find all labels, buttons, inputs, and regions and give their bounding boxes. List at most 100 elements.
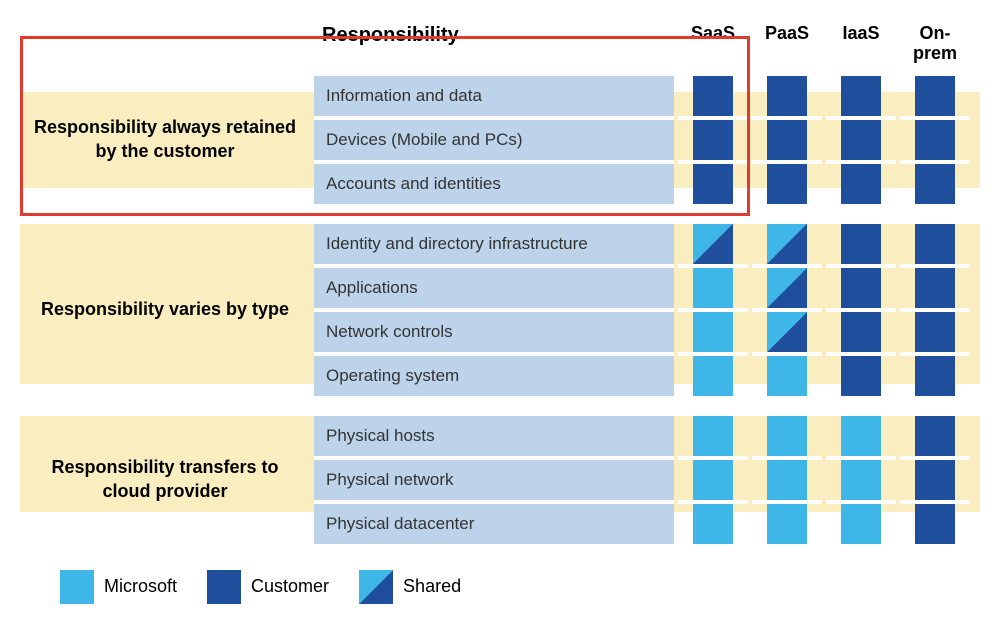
header-spacer xyxy=(20,20,310,74)
group-spacer xyxy=(20,398,310,414)
square-shared xyxy=(767,312,807,352)
responsibility-row: Applications xyxy=(314,266,674,310)
matrix-cell xyxy=(752,118,822,162)
matrix-cell xyxy=(678,118,748,162)
square-customer xyxy=(841,312,881,352)
group-spacer xyxy=(900,206,970,222)
matrix-cell xyxy=(678,414,748,458)
responsibility-row: Accounts and identities xyxy=(314,162,674,206)
square-microsoft xyxy=(767,504,807,544)
group-label-0: Responsibility always retained by the cu… xyxy=(20,74,310,206)
matrix-cell xyxy=(752,266,822,310)
matrix-cell xyxy=(678,162,748,206)
matrix-cell xyxy=(752,354,822,398)
square-customer xyxy=(915,504,955,544)
responsibility-row: Physical network xyxy=(314,458,674,502)
legend-label-microsoft: Microsoft xyxy=(104,576,177,597)
legend-label-shared: Shared xyxy=(403,576,461,597)
matrix-cell xyxy=(900,458,970,502)
square-customer xyxy=(915,460,955,500)
legend: Microsoft Customer Shared xyxy=(20,570,980,604)
header-col-saas: SaaS xyxy=(678,20,748,74)
header-col-paas: PaaS xyxy=(752,20,822,74)
header-responsibility: Responsibility xyxy=(314,20,674,74)
matrix-cell xyxy=(900,162,970,206)
matrix-cell xyxy=(678,266,748,310)
square-customer xyxy=(915,164,955,204)
responsibility-matrix: Responsibility SaaS PaaS IaaS On-prem Re… xyxy=(20,20,980,604)
responsibility-row: Operating system xyxy=(314,354,674,398)
group-label-2: Responsibility transfers to cloud provid… xyxy=(20,414,310,546)
square-customer xyxy=(767,120,807,160)
square-customer xyxy=(915,356,955,396)
square-customer xyxy=(915,76,955,116)
matrix-cell xyxy=(678,74,748,118)
group-spacer xyxy=(900,398,970,414)
matrix-cell xyxy=(678,458,748,502)
matrix-cell xyxy=(900,310,970,354)
square-microsoft xyxy=(693,460,733,500)
square-customer xyxy=(841,164,881,204)
legend-label-customer: Customer xyxy=(251,576,329,597)
matrix-cell xyxy=(826,310,896,354)
group-spacer xyxy=(826,398,896,414)
matrix-cell xyxy=(826,222,896,266)
responsibility-row: Identity and directory infrastructure xyxy=(314,222,674,266)
matrix-cell xyxy=(826,502,896,546)
matrix-cell xyxy=(752,502,822,546)
legend-swatch-shared xyxy=(359,570,393,604)
square-customer xyxy=(841,120,881,160)
square-microsoft xyxy=(767,356,807,396)
group-spacer xyxy=(678,398,748,414)
matrix-cell xyxy=(826,354,896,398)
matrix-cell xyxy=(826,74,896,118)
square-microsoft xyxy=(767,460,807,500)
responsibility-row: Physical hosts xyxy=(314,414,674,458)
responsibility-row: Devices (Mobile and PCs) xyxy=(314,118,674,162)
square-microsoft xyxy=(841,504,881,544)
matrix-cell xyxy=(900,414,970,458)
square-microsoft xyxy=(767,416,807,456)
square-customer xyxy=(841,268,881,308)
square-customer xyxy=(767,76,807,116)
square-customer xyxy=(841,224,881,264)
square-customer xyxy=(915,312,955,352)
matrix-cell xyxy=(826,458,896,502)
group-spacer xyxy=(752,206,822,222)
square-shared xyxy=(767,268,807,308)
square-customer xyxy=(693,164,733,204)
square-customer xyxy=(693,76,733,116)
matrix-cell xyxy=(900,266,970,310)
matrix-cell xyxy=(678,222,748,266)
matrix-grid: Responsibility SaaS PaaS IaaS On-prem Re… xyxy=(20,20,980,546)
square-microsoft xyxy=(693,504,733,544)
responsibility-row: Information and data xyxy=(314,74,674,118)
square-customer xyxy=(915,416,955,456)
matrix-cell xyxy=(900,74,970,118)
group-spacer xyxy=(752,398,822,414)
matrix-cell xyxy=(900,222,970,266)
square-microsoft xyxy=(693,356,733,396)
legend-item-shared: Shared xyxy=(359,570,461,604)
group-spacer xyxy=(678,206,748,222)
matrix-cell xyxy=(752,222,822,266)
square-customer xyxy=(767,164,807,204)
matrix-cell xyxy=(826,118,896,162)
matrix-cell xyxy=(826,266,896,310)
matrix-cell xyxy=(678,354,748,398)
square-microsoft xyxy=(693,268,733,308)
header-col-iaas: IaaS xyxy=(826,20,896,74)
header-col-onprem: On-prem xyxy=(900,20,970,74)
responsibility-row: Physical datacenter xyxy=(314,502,674,546)
matrix-cell xyxy=(752,162,822,206)
group-spacer xyxy=(826,206,896,222)
square-customer xyxy=(841,76,881,116)
square-microsoft xyxy=(693,416,733,456)
matrix-cell xyxy=(826,414,896,458)
square-customer xyxy=(915,268,955,308)
matrix-cell xyxy=(752,458,822,502)
square-customer xyxy=(915,224,955,264)
matrix-cell xyxy=(826,162,896,206)
group-label-1: Responsibility varies by type xyxy=(20,222,310,398)
legend-swatch-customer xyxy=(207,570,241,604)
